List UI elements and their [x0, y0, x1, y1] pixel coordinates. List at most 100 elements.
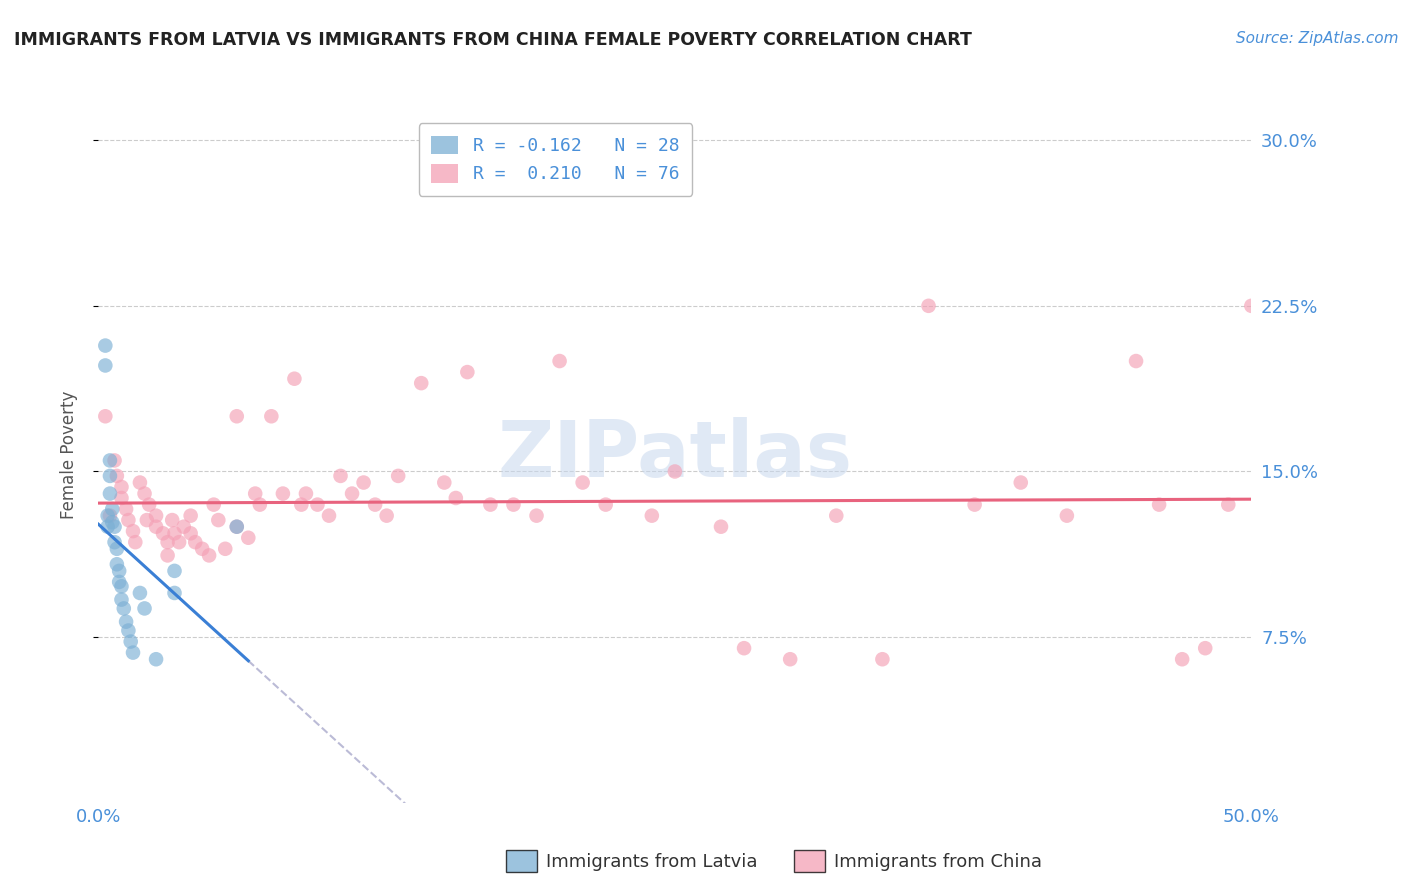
Point [1125, 354, 1147, 368]
Point [101, 502, 124, 516]
Point [191, 541, 214, 556]
Point [271, 486, 294, 500]
Point [94, 409, 117, 424]
Point [129, 586, 152, 600]
Point [340, 486, 363, 500]
Point [329, 469, 352, 483]
Point [1056, 508, 1078, 523]
Point [318, 508, 340, 523]
Legend: R = -0.162   N = 28, R =  0.210   N = 76: R = -0.162 N = 28, R = 0.210 N = 76 [419, 123, 692, 196]
Point [1218, 498, 1240, 512]
Point [779, 652, 801, 666]
Point [214, 541, 236, 556]
Point [375, 508, 398, 523]
Point [238, 531, 260, 545]
Point [101, 516, 124, 530]
Point [103, 453, 125, 467]
Point [110, 491, 132, 505]
Point [110, 579, 132, 593]
Point [108, 564, 131, 578]
Text: Immigrants from Latvia: Immigrants from Latvia [546, 853, 756, 871]
Point [733, 641, 755, 656]
Point [283, 372, 305, 386]
Text: ZIPatlas: ZIPatlas [498, 417, 852, 493]
Point [110, 480, 132, 494]
Point [571, 475, 593, 490]
Point [1171, 652, 1194, 666]
Point [526, 508, 548, 523]
Point [108, 574, 131, 589]
Point [145, 652, 167, 666]
Point [290, 498, 312, 512]
Point [260, 409, 283, 424]
Point [134, 601, 156, 615]
Point [105, 541, 128, 556]
Point [163, 586, 186, 600]
Point [202, 498, 225, 512]
Text: Immigrants from China: Immigrants from China [834, 853, 1042, 871]
Point [110, 592, 132, 607]
Point [97, 508, 120, 523]
Text: IMMIGRANTS FROM LATVIA VS IMMIGRANTS FROM CHINA FEMALE POVERTY CORRELATION CHART: IMMIGRANTS FROM LATVIA VS IMMIGRANTS FRO… [14, 31, 972, 49]
Point [180, 508, 202, 523]
Point [112, 601, 135, 615]
Point [225, 519, 247, 533]
Point [103, 519, 125, 533]
Point [117, 624, 139, 638]
Point [94, 359, 117, 373]
Point [198, 549, 221, 563]
Point [135, 513, 157, 527]
Point [249, 498, 271, 512]
Point [120, 634, 142, 648]
Point [207, 513, 229, 527]
Point [98, 486, 121, 500]
Point [105, 558, 128, 572]
Point [98, 453, 121, 467]
Point [163, 526, 186, 541]
Point [122, 524, 145, 538]
Point [117, 513, 139, 527]
Point [387, 469, 409, 483]
Point [94, 338, 117, 352]
Point [444, 491, 467, 505]
Point [825, 508, 848, 523]
Point [963, 498, 986, 512]
Point [152, 526, 174, 541]
Point [129, 475, 152, 490]
Point [917, 299, 939, 313]
Point [156, 535, 179, 549]
Point [411, 376, 433, 391]
Point [353, 475, 375, 490]
Point [97, 519, 120, 533]
Point [548, 354, 571, 368]
Point [160, 513, 183, 527]
Point [1194, 641, 1216, 656]
Point [180, 526, 202, 541]
Point [105, 469, 128, 483]
Point [872, 652, 894, 666]
Point [163, 564, 186, 578]
Point [456, 365, 478, 379]
Point [138, 498, 160, 512]
Point [307, 498, 329, 512]
Point [122, 646, 145, 660]
Point [145, 519, 167, 533]
Point [595, 498, 617, 512]
Point [641, 508, 664, 523]
Point [173, 519, 195, 533]
Point [145, 508, 167, 523]
Point [167, 535, 190, 549]
Point [1147, 498, 1170, 512]
Point [225, 409, 247, 424]
Point [124, 535, 146, 549]
Point [502, 498, 524, 512]
Point [245, 486, 267, 500]
Point [664, 465, 686, 479]
Point [295, 486, 318, 500]
Point [115, 615, 138, 629]
Point [364, 498, 387, 512]
Point [98, 469, 121, 483]
Point [134, 486, 156, 500]
Point [98, 508, 121, 523]
Y-axis label: Female Poverty: Female Poverty [59, 391, 77, 519]
